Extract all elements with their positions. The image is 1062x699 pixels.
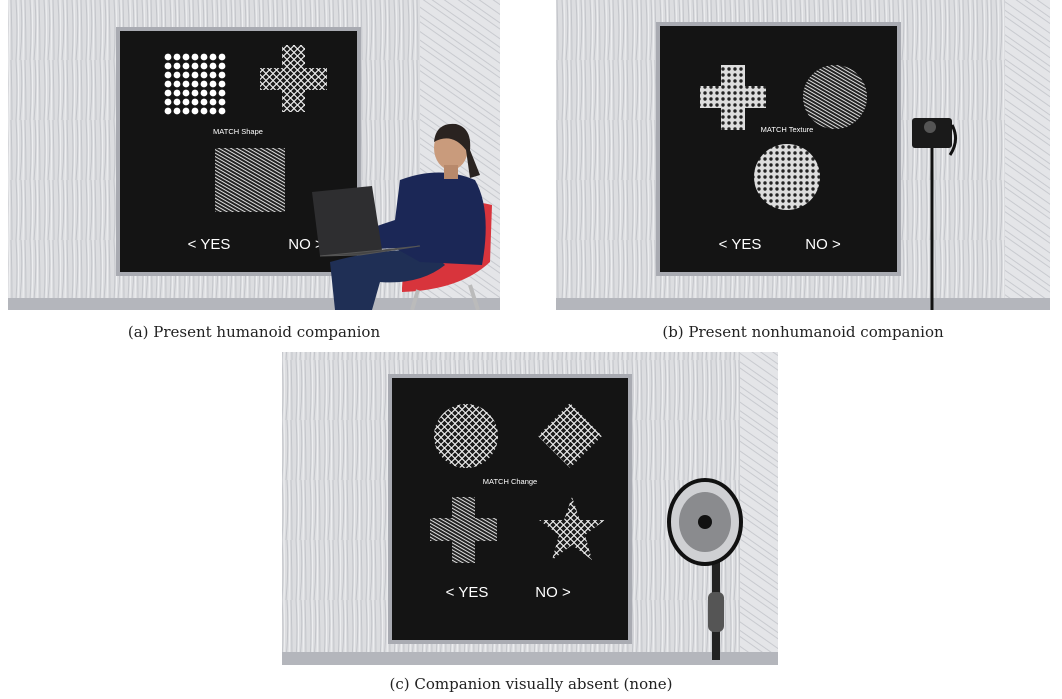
dot (164, 89, 172, 97)
dot (164, 62, 172, 70)
dot (218, 107, 226, 115)
dot (173, 80, 181, 88)
dot (164, 107, 172, 115)
yes-label: < YES (719, 236, 762, 253)
side-wall (740, 352, 778, 652)
floor (556, 298, 1050, 310)
dot (173, 53, 181, 61)
legs (330, 249, 445, 310)
dot (191, 98, 199, 106)
dot (191, 53, 199, 61)
fan-handle (708, 592, 724, 632)
dot (173, 71, 181, 79)
circle-shape (754, 144, 820, 210)
yes-label: < YES (188, 236, 231, 253)
dot (200, 53, 208, 61)
laptop-base (319, 245, 421, 257)
neck (444, 165, 458, 179)
floor (282, 652, 778, 665)
dot (182, 71, 190, 79)
dot (218, 71, 226, 79)
no-label: NO > (288, 236, 324, 253)
dot (209, 98, 217, 106)
panel-a: MATCH Shape < YES NO > (8, 0, 500, 310)
dot (191, 62, 199, 70)
dot (182, 53, 190, 61)
dot (218, 98, 226, 106)
dot (191, 89, 199, 97)
dot (218, 53, 226, 61)
dot (209, 71, 217, 79)
dot (182, 98, 190, 106)
circle-shape (803, 65, 867, 129)
floor (8, 298, 500, 310)
screen (392, 378, 628, 640)
caption: (b) Present nonhumanoid companion (662, 323, 944, 341)
camera-lens (924, 121, 936, 133)
dot (218, 89, 226, 97)
fan-hub (698, 515, 712, 529)
dot (173, 107, 181, 115)
cross-shape (700, 65, 766, 130)
dot (182, 107, 190, 115)
dot (191, 80, 199, 88)
camera-cable (948, 124, 957, 156)
dot (209, 62, 217, 70)
circle-shape (434, 404, 498, 468)
dot (218, 80, 226, 88)
instruction: MATCH Shape (213, 127, 263, 136)
camera (912, 118, 952, 148)
yes-label: < YES (446, 584, 489, 601)
dot (182, 80, 190, 88)
chair-legs (410, 284, 480, 310)
torso (350, 172, 486, 265)
instruction: MATCH Texture (761, 125, 814, 134)
panel-b: MATCH Texture < YES NO > (556, 0, 1050, 310)
dot (209, 89, 217, 97)
dot (164, 53, 172, 61)
diamond-shape (538, 403, 602, 468)
dot (164, 80, 172, 88)
dot (200, 89, 208, 97)
panel-c: MATCH Change < YES NO > (282, 352, 778, 665)
dot (173, 98, 181, 106)
hair (434, 123, 480, 178)
dot (218, 62, 226, 70)
cross-shape (430, 497, 497, 563)
dot (200, 80, 208, 88)
dot (209, 80, 217, 88)
dot (164, 71, 172, 79)
side-wall (1005, 0, 1050, 300)
no-label: NO > (535, 584, 571, 601)
dot (209, 53, 217, 61)
no-label: NO > (805, 236, 841, 253)
dot (200, 71, 208, 79)
caption: (a) Present humanoid companion (128, 323, 381, 341)
dot (191, 107, 199, 115)
dot (173, 89, 181, 97)
star-shape (539, 497, 605, 560)
dot (200, 62, 208, 70)
laptop-lid (312, 186, 382, 256)
cross-shape (260, 45, 327, 112)
instruction: MATCH Change (483, 477, 537, 486)
dot (164, 98, 172, 106)
dot (209, 107, 217, 115)
dot (173, 62, 181, 70)
dot (182, 62, 190, 70)
dot (200, 98, 208, 106)
dot-grid (164, 53, 226, 115)
dot (191, 71, 199, 79)
caption: (c) Companion visually absent (none) (390, 675, 673, 693)
dot (182, 89, 190, 97)
square-shape (215, 148, 285, 212)
dot (200, 107, 208, 115)
